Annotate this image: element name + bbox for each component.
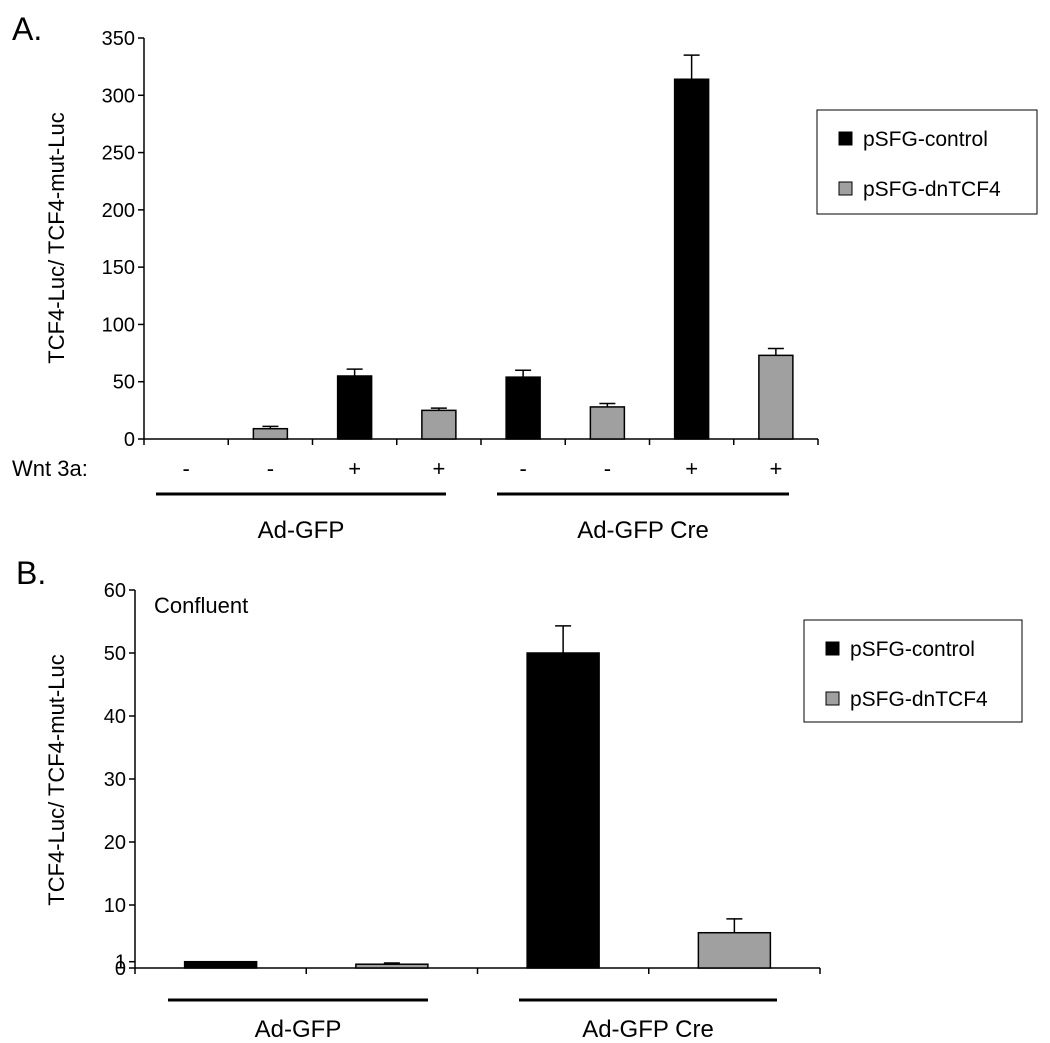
y-tick-label: 1	[115, 952, 126, 974]
y-tick-label: 0	[124, 429, 135, 451]
y-tick-label: 250	[102, 143, 135, 165]
legend-swatch	[838, 181, 853, 196]
bar	[336, 375, 373, 440]
legend-box	[803, 619, 1023, 723]
bar	[697, 931, 772, 969]
y-tick-label: 0	[115, 958, 126, 980]
group-label: Ad-GFP	[258, 517, 345, 544]
legend-label: pSFG-control	[863, 128, 988, 151]
wnt-treatment-label: -	[267, 456, 274, 481]
legend-label: pSFG-control	[850, 638, 975, 661]
bar	[355, 963, 429, 969]
wnt-treatment-label: -	[182, 456, 189, 481]
bar	[589, 406, 626, 440]
legend-swatch	[825, 691, 840, 706]
group-label: Ad-GFP	[255, 1016, 342, 1043]
chart-panel-a: A. 0 50 100 150 200 250 300 350 TCF4-Luc/ TCF4-mu…	[12, 11, 1038, 544]
y-tick-label: 50	[104, 643, 126, 665]
bar	[758, 354, 794, 440]
wnt-row-label: Wnt 3a:	[12, 456, 88, 481]
legend-box	[816, 109, 1038, 215]
wnt-treatment-label: +	[348, 456, 361, 481]
group-label: Ad-GFP Cre	[582, 1016, 714, 1043]
chart-panel-b: B. 01 10 20 30 40 50 60 TCF4-Luc/ TCF4-mut-Luc Ad…	[16, 555, 1023, 1043]
legend-swatch	[825, 641, 840, 656]
bar	[183, 960, 258, 969]
bar	[526, 652, 600, 969]
legend-label: pSFG-dnTCF4	[850, 688, 988, 711]
y-tick-label: 350	[102, 28, 135, 50]
y-tick-label: 100	[102, 314, 135, 336]
wnt-treatment-label: +	[432, 456, 445, 481]
y-tick-label: 30	[104, 769, 126, 791]
y-tick-label: 150	[102, 257, 135, 279]
y-tick-label: 10	[104, 895, 126, 917]
legend-swatch	[838, 131, 853, 146]
y-tick-label: 300	[102, 85, 135, 107]
wnt-treatment-label: +	[769, 456, 782, 481]
y-tick-label: 60	[104, 580, 126, 602]
y-tick-label: 20	[104, 832, 126, 854]
panel-label: B.	[16, 555, 46, 591]
bar	[421, 409, 457, 440]
bar	[673, 78, 710, 440]
panel-label: A.	[12, 11, 42, 47]
y-tick-label: 50	[113, 372, 135, 394]
wnt-treatment-label: +	[685, 456, 698, 481]
annotation-text: Confluent	[154, 593, 248, 618]
bar	[505, 376, 541, 440]
wnt-treatment-label: -	[519, 456, 526, 481]
wnt-treatment-label: -	[604, 456, 611, 481]
legend-label: pSFG-dnTCF4	[863, 178, 1001, 201]
y-tick-label: 40	[104, 706, 126, 728]
y-axis-label: TCF4-Luc/ TCF4-mut-Luc	[44, 112, 69, 363]
group-label: Ad-GFP Cre	[577, 517, 709, 544]
bar	[252, 427, 289, 440]
y-axis-label: TCF4-Luc/ TCF4-mut-Luc	[44, 654, 69, 905]
y-tick-label: 200	[102, 200, 135, 222]
